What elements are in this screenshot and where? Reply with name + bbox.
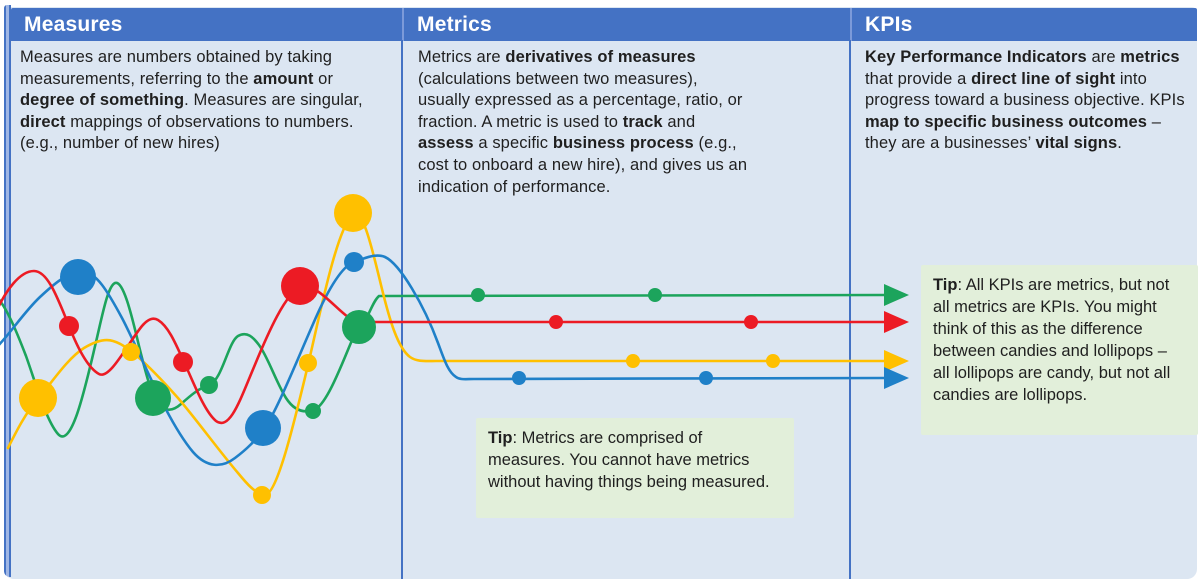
- yellow-dot: [299, 354, 317, 372]
- red-dot: [59, 316, 79, 336]
- red-line: [0, 269, 886, 425]
- green-dot: [648, 288, 662, 302]
- yellow-dot: [253, 486, 271, 504]
- blue-arrowhead-icon: [884, 367, 909, 389]
- main-panel: Measures Metrics KPIs Measures are numbe…: [0, 5, 1198, 579]
- yellow-dot: [626, 354, 640, 368]
- tip-box-kpis: Tip: All KPIs are metrics, but not all m…: [921, 265, 1198, 435]
- tip-box-metrics: Tip: Metrics are comprised of measures. …: [476, 418, 794, 518]
- red-arrowhead-icon: [884, 311, 909, 333]
- red-dot: [173, 352, 193, 372]
- header-bar: Measures Metrics KPIs: [11, 8, 1197, 41]
- red-dot: [744, 315, 758, 329]
- yellow-dot: [766, 354, 780, 368]
- green-arrowhead-icon: [884, 284, 909, 306]
- kpis-description: Key Performance Indicators are metrics t…: [865, 48, 1185, 153]
- red-dot: [281, 267, 319, 305]
- left-accent-strip: [4, 5, 12, 577]
- green-dot: [200, 376, 218, 394]
- green-dot: [135, 380, 171, 416]
- kpi-arrowheads: [884, 284, 909, 389]
- yellow-dot: [122, 343, 140, 361]
- green-line: [0, 281, 886, 438]
- header-kpis-label: KPIs: [865, 12, 913, 36]
- green-dot: [305, 403, 321, 419]
- blue-dot: [60, 259, 96, 295]
- header-metrics-label: Metrics: [417, 12, 492, 36]
- header-metrics: Metrics: [402, 8, 850, 41]
- measures-description: Measures are numbers obtained by taking …: [20, 48, 363, 153]
- column-divider-metrics-kpis: [849, 40, 851, 579]
- yellow-dot: [334, 194, 372, 232]
- green-dot: [471, 288, 485, 302]
- metrics-description: Metrics are derivatives of measures (cal…: [418, 48, 748, 196]
- yellow-arrowhead-icon: [884, 350, 909, 372]
- blue-dot: [344, 252, 364, 272]
- header-kpis: KPIs: [850, 8, 1197, 41]
- column-divider-measures-metrics: [401, 40, 403, 579]
- blue-dot: [245, 410, 281, 446]
- yellow-dot: [19, 379, 57, 417]
- green-dot: [342, 310, 376, 344]
- blue-dot: [512, 371, 526, 385]
- red-dot: [549, 315, 563, 329]
- blue-dot: [699, 371, 713, 385]
- header-measures: Measures: [11, 8, 402, 41]
- header-measures-label: Measures: [24, 12, 123, 36]
